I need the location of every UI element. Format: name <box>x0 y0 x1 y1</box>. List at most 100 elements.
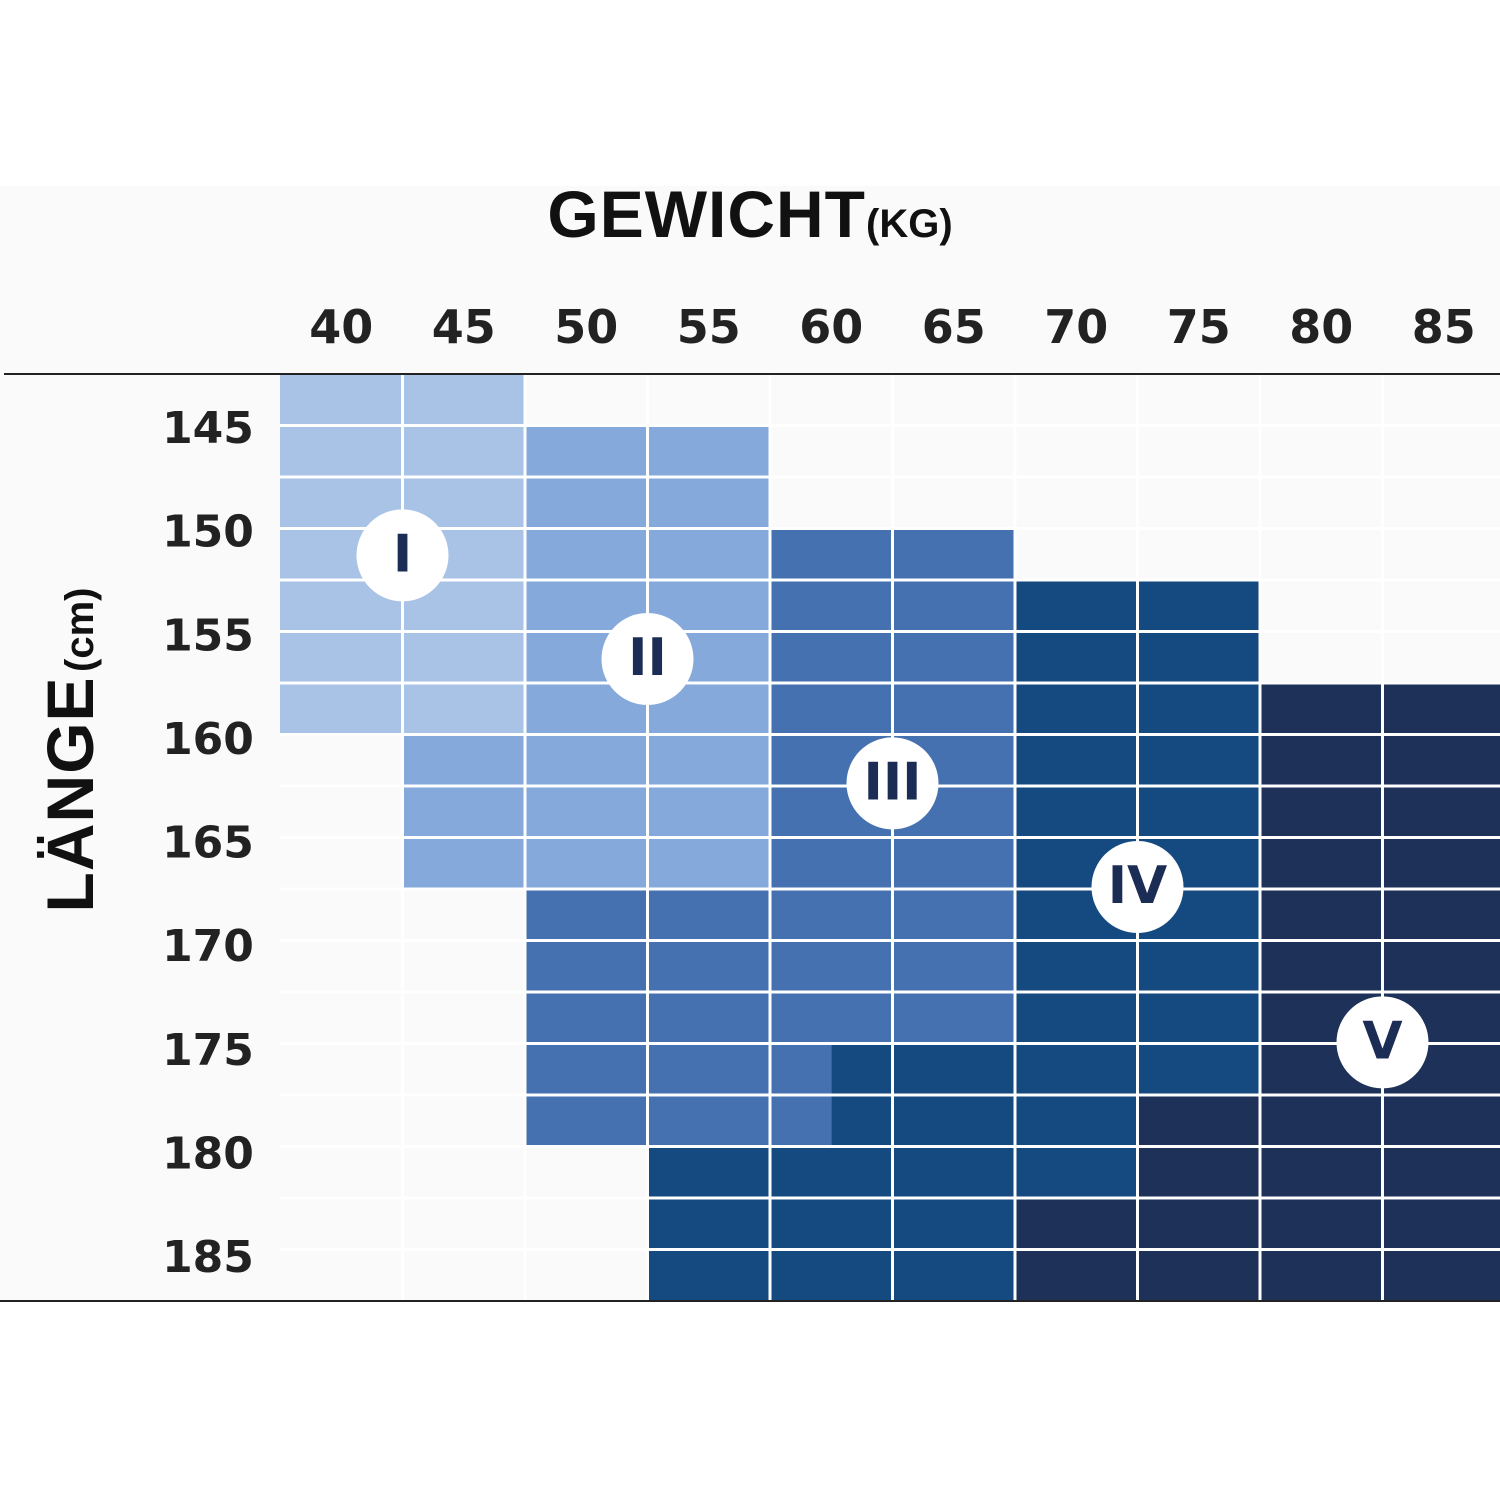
grid-cell <box>402 631 525 683</box>
x-axis-title-unit: (KG) <box>866 202 953 246</box>
y-tick-label: 150 <box>162 507 254 558</box>
x-axis-title: GEWICHT(KG) <box>0 176 1500 252</box>
grid-cell <box>525 786 648 838</box>
grid-cell <box>770 528 893 580</box>
grid-cell <box>280 374 403 426</box>
grid-cell <box>1137 1043 1260 1095</box>
size-badge-circle <box>356 509 449 602</box>
grid-cell <box>1137 1095 1260 1147</box>
grid-cell <box>647 992 770 1044</box>
grid-cell <box>892 837 1015 889</box>
grid-cell <box>1260 1198 1383 1250</box>
grid-cell <box>525 1095 648 1147</box>
grid-cell <box>1137 734 1260 786</box>
grid-cell <box>892 1249 1015 1301</box>
grid-cell <box>647 425 770 477</box>
grid-cell <box>1382 940 1500 992</box>
x-tick-label: 50 <box>554 300 618 354</box>
size-badge-label: II <box>628 628 667 688</box>
grid-cell <box>892 1043 1015 1095</box>
grid-cell <box>892 1198 1015 1250</box>
grid-cell <box>1260 1249 1383 1301</box>
x-tick-label: 45 <box>432 300 496 354</box>
x-tick-label: 75 <box>1167 300 1231 354</box>
y-tick-label: 170 <box>162 921 254 972</box>
grid-cell <box>402 425 525 477</box>
grid-cell <box>280 683 403 735</box>
grid-cell <box>1015 1043 1138 1095</box>
grid-cell <box>1382 889 1500 941</box>
grid-cell <box>1382 734 1500 786</box>
size-badge-circle <box>601 612 694 705</box>
grid-cell <box>892 1146 1015 1198</box>
y-tick-label: 180 <box>162 1128 254 1179</box>
grid-cell <box>1015 631 1138 683</box>
grid-cell <box>1015 1095 1138 1147</box>
x-tick-label: 65 <box>922 300 986 354</box>
grid-cell <box>647 837 770 889</box>
grid-cell <box>647 477 770 529</box>
grid-cell <box>1260 1095 1383 1147</box>
grid-cell <box>1382 837 1500 889</box>
x-tick-label: 55 <box>677 300 741 354</box>
grid-cell <box>525 992 648 1044</box>
grid-cell <box>647 1249 770 1301</box>
grid-cell <box>525 1043 648 1095</box>
grid-cell <box>770 1249 893 1301</box>
grid-cell <box>1382 683 1500 735</box>
x-tick-label: 85 <box>1412 300 1476 354</box>
grid-cell <box>1015 1146 1138 1198</box>
grid-cell <box>1137 580 1260 632</box>
size-badge-circle <box>846 737 939 830</box>
grid-cell <box>1137 1249 1260 1301</box>
grid-cell <box>1137 992 1260 1044</box>
grid-cell <box>770 889 893 941</box>
grid-cell <box>892 992 1015 1044</box>
grid-cell <box>1015 786 1138 838</box>
grid-cell <box>770 837 893 889</box>
grid-cell <box>770 631 893 683</box>
x-axis-title-text: GEWICHT <box>547 177 866 251</box>
size-badge-label: V <box>1362 1011 1402 1071</box>
grid-cell <box>1260 1146 1383 1198</box>
x-tick-label: 40 <box>309 300 373 354</box>
size-badge-label: I <box>393 524 412 584</box>
grid-cell <box>831 1043 893 1095</box>
grid-cell <box>647 1198 770 1250</box>
grid-cell <box>770 992 893 1044</box>
grid-cell <box>1260 786 1383 838</box>
grid-cell <box>1260 889 1383 941</box>
grid-cell <box>1015 1249 1138 1301</box>
grid-cell <box>1382 1249 1500 1301</box>
grid-cell <box>647 1146 770 1198</box>
grid-cell <box>1382 1146 1500 1198</box>
grid-cell <box>892 631 1015 683</box>
grid-cell <box>280 631 403 683</box>
grid-cell <box>647 786 770 838</box>
grid-cell <box>1015 992 1138 1044</box>
grid-cell <box>402 683 525 735</box>
grid-cell <box>647 889 770 941</box>
grid-cell <box>1382 1095 1500 1147</box>
grid-cell <box>770 1095 832 1147</box>
grid-cell <box>1260 837 1383 889</box>
grid-cell <box>1382 1198 1500 1250</box>
grid-cell <box>770 1146 893 1198</box>
grid-cell <box>402 734 525 786</box>
y-tick-label: 175 <box>162 1025 254 1076</box>
x-tick-label: 60 <box>799 300 863 354</box>
grid-cell <box>525 837 648 889</box>
y-tick-label: 155 <box>162 610 254 661</box>
grid-cell <box>1015 940 1138 992</box>
grid-cell <box>402 837 525 889</box>
grid-cell <box>647 734 770 786</box>
grid-cell <box>1260 683 1383 735</box>
grid-cell <box>525 734 648 786</box>
grid-cell <box>402 786 525 838</box>
grid-cell <box>770 1198 893 1250</box>
grid-cell <box>647 528 770 580</box>
size-badge-circle <box>1091 840 1184 933</box>
grid-cell <box>831 1095 893 1147</box>
grid-cell <box>1137 683 1260 735</box>
